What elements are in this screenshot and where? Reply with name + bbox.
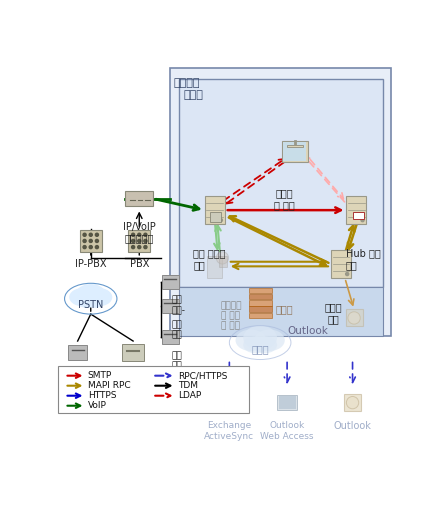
Circle shape [219,219,222,222]
Text: PSTN: PSTN [78,300,103,310]
Text: HTTPS: HTTPS [88,391,116,400]
Bar [210,212,221,222]
Text: 내부
전화-: 내부 전화- [172,296,186,315]
Circle shape [89,239,92,243]
Bar [180,79,383,287]
Text: TDM: TDM [178,381,198,390]
Bar [122,344,144,361]
Circle shape [83,233,86,236]
Text: 외부
전화: 외부 전화 [72,368,83,387]
Circle shape [138,239,141,243]
Text: RPC/HTTPS: RPC/HTTPS [178,371,227,380]
Circle shape [95,239,99,243]
Ellipse shape [69,288,97,306]
Bar [161,275,179,289]
Text: 내부
전화: 내부 전화 [172,351,182,370]
Text: 팩스: 팩스 [127,368,139,378]
Circle shape [144,233,147,236]
Bar [180,287,383,336]
Circle shape [132,239,135,243]
Circle shape [138,246,141,248]
Circle shape [138,233,141,236]
Ellipse shape [253,336,277,353]
Circle shape [348,312,360,324]
Text: MAPI RPC: MAPI RPC [88,381,130,390]
Circle shape [83,246,86,248]
Bar [161,330,179,344]
Bar [353,212,364,219]
Bar [331,250,351,278]
Circle shape [216,252,229,264]
Bar [249,313,272,318]
Ellipse shape [76,293,98,308]
Text: VoIP: VoIP [88,401,106,410]
Circle shape [132,233,135,236]
Text: Outlook: Outlook [334,421,371,431]
Circle shape [95,246,99,248]
Circle shape [83,239,86,243]
Circle shape [346,396,359,409]
Circle shape [89,246,92,248]
Bar [346,196,367,224]
Text: Exchange
ActiveSync: Exchange ActiveSync [204,421,254,440]
Bar [170,68,391,336]
Text: Hub 전송
서버: Hub 전송 서버 [346,248,380,270]
Bar [128,230,150,252]
Bar [279,396,296,409]
Bar [205,196,225,224]
Text: 디렉터
리 서버: 디렉터 리 서버 [274,188,294,210]
Bar [224,393,235,412]
Bar [277,395,297,410]
Bar [161,300,179,313]
Bar [282,141,308,162]
Bar [283,143,306,161]
Text: 사서함
서버: 사서함 서버 [324,303,342,324]
Ellipse shape [235,329,266,351]
Circle shape [132,246,135,248]
Ellipse shape [75,284,106,305]
Circle shape [346,272,349,276]
Bar [249,306,272,312]
Text: 통합 메시징
서버: 통합 메시징 서버 [193,248,226,270]
Bar [249,300,272,305]
Bar [220,256,227,267]
Text: 인터넷: 인터넷 [251,344,269,354]
Text: Outlook: Outlook [287,326,328,336]
Bar [287,145,303,147]
Bar [249,294,272,300]
Bar [69,345,87,360]
Text: 방화벽: 방화벽 [275,304,293,314]
Text: SMTP: SMTP [88,371,112,380]
Bar [207,256,223,278]
Ellipse shape [84,288,112,306]
Text: 사이트: 사이트 [184,90,204,100]
Bar [80,230,102,252]
Ellipse shape [254,329,285,351]
Text: 클라이언
트 액세
스 서버: 클라이언 트 액세 스 서버 [221,301,242,331]
Bar [344,394,361,411]
Text: PBX: PBX [129,260,149,269]
Bar [346,310,363,327]
Ellipse shape [243,336,268,353]
Text: IP-PBX: IP-PBX [75,260,106,269]
Text: 내부
전화: 내부 전화 [172,320,182,339]
Circle shape [144,246,147,248]
Bar [59,367,249,413]
Bar [125,191,153,206]
Bar [249,288,272,293]
Ellipse shape [243,326,277,350]
Circle shape [89,233,92,236]
Circle shape [95,233,99,236]
Circle shape [144,239,147,243]
Text: Outlook
Web Access: Outlook Web Access [260,421,314,440]
Text: 포리스트: 포리스트 [173,79,200,88]
Circle shape [361,219,364,222]
Ellipse shape [84,293,106,308]
Text: IP/VoIP
게이트웨이: IP/VoIP 게이트웨이 [123,222,156,243]
Text: LDAP: LDAP [178,391,201,400]
